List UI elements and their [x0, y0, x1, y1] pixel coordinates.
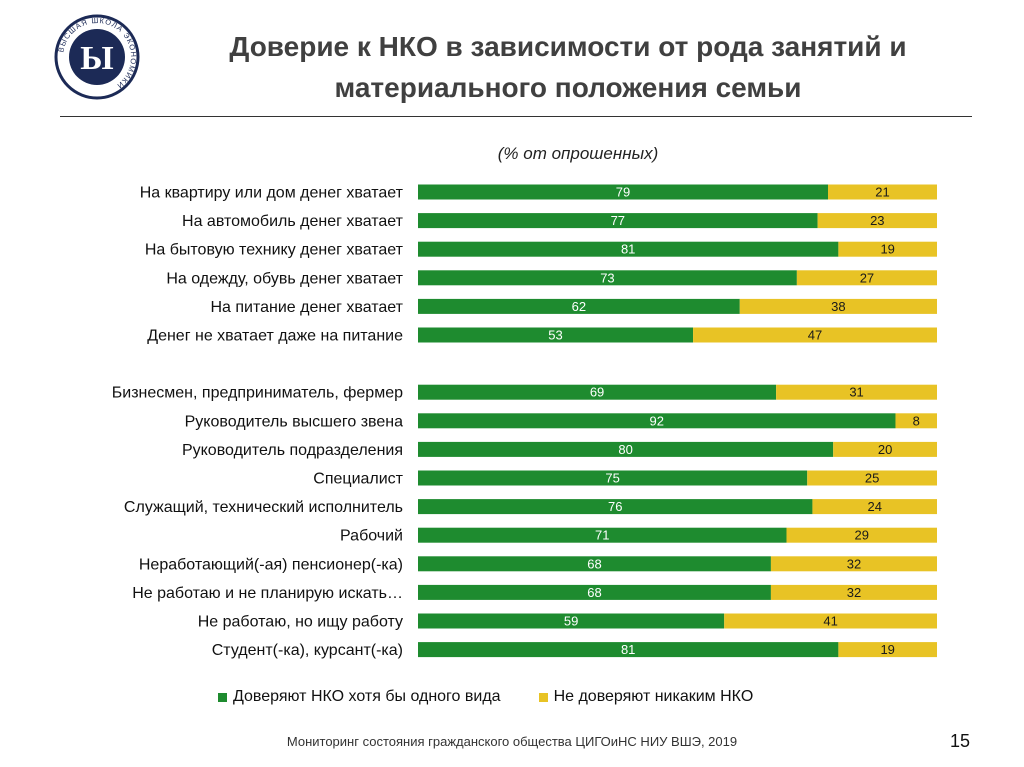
value-label-distrust: 31 [849, 385, 863, 400]
value-label-distrust: 27 [860, 270, 874, 285]
value-label-distrust: 8 [913, 413, 920, 428]
legend-item-distrust: Не доверяют никаким НКО [538, 688, 754, 706]
value-label-trust: 68 [587, 585, 601, 600]
category-label: Неработающий(-ая) пенсионер(-ка) [139, 556, 403, 573]
legend-swatch-trust [218, 692, 227, 702]
bar-distrust [786, 527, 937, 543]
hse-logo-inner-disc [69, 29, 125, 85]
stacked-bar-chart: На квартиру или дом денег хватает 79 21 На … [112, 184, 937, 659]
hse-logo-monogram: Ы [80, 40, 113, 77]
bar-trust [418, 241, 839, 257]
bar-distrust [895, 413, 937, 429]
page-title-line-2: материального положения семьи [334, 72, 802, 103]
chart-legend: Доверяют НКО хотя бы одного вида Не дове… [218, 686, 791, 708]
category-label: На автомобиль денег хватает [182, 213, 404, 230]
value-label-trust: 68 [587, 556, 601, 571]
hse-logo: ВЫСШАЯ ШКОЛА ЭКОНОМИКИ Ы [54, 14, 140, 100]
category-label: На питание денег хватает [210, 299, 403, 316]
value-label-trust: 81 [621, 242, 635, 257]
page-title-line-1: Доверие к НКО в зависимости от рода заня… [229, 31, 907, 62]
value-label-distrust: 21 [875, 185, 889, 200]
bar-distrust [807, 470, 937, 486]
bar-trust [418, 556, 771, 572]
bar-trust [418, 584, 771, 600]
value-label-distrust: 47 [808, 328, 822, 343]
category-label: На квартиру или дом денег хватает [140, 185, 404, 202]
category-label: Руководитель высшего звена [185, 413, 403, 430]
category-label: На бытовую технику денег хватает [145, 242, 404, 259]
value-label-distrust: 19 [880, 242, 894, 257]
legend-label-distrust: Не доверяют никаким НКО [553, 688, 754, 705]
bar-trust [418, 384, 777, 400]
category-label: Бизнесмен, предприниматель, фермер [112, 385, 403, 402]
bar-distrust [838, 642, 937, 658]
value-label-trust: 59 [564, 614, 578, 629]
value-label-distrust: 24 [867, 499, 881, 514]
bar-trust [418, 613, 725, 629]
category-label: Рабочий [340, 528, 403, 545]
value-label-distrust: 20 [878, 442, 892, 457]
value-label-trust: 75 [605, 471, 619, 486]
bar-distrust [828, 184, 937, 200]
page-title: Доверие к НКО в зависимости от рода заня… [160, 26, 976, 108]
bar-trust [418, 270, 797, 286]
value-label-trust: 80 [618, 442, 632, 457]
bar-distrust [817, 213, 937, 229]
value-label-distrust: 32 [847, 556, 861, 571]
bar-distrust [724, 613, 937, 629]
value-label-trust: 81 [621, 642, 635, 657]
bar-distrust [838, 241, 937, 257]
bar-trust [418, 213, 818, 229]
bar-distrust [770, 584, 937, 600]
category-label: Студент(-ка), курсант(-ка) [212, 642, 403, 659]
bar-trust [418, 441, 834, 457]
value-label-distrust: 23 [870, 213, 884, 228]
legend-label-trust: Доверяют НКО хотя бы одного вида [233, 688, 501, 705]
value-label-trust: 69 [590, 385, 604, 400]
bar-distrust [796, 270, 937, 286]
value-label-distrust: 25 [865, 471, 879, 486]
value-label-trust: 62 [572, 299, 586, 314]
category-label: Не работаю и не планирую искать… [132, 585, 403, 602]
value-label-trust: 76 [608, 499, 622, 514]
bar-distrust [770, 556, 937, 572]
bar-distrust [833, 441, 937, 457]
bar-trust [418, 499, 813, 515]
value-label-trust: 79 [616, 185, 630, 200]
value-label-trust: 73 [600, 270, 614, 285]
value-label-distrust: 38 [831, 299, 845, 314]
value-label-trust: 92 [650, 413, 664, 428]
category-label: Денег не хватает даже на питание [147, 328, 403, 345]
value-label-trust: 53 [548, 328, 562, 343]
value-label-distrust: 32 [847, 585, 861, 600]
source-footer: Мониторинг состояния гражданского общест… [286, 734, 738, 749]
bar-trust [418, 298, 740, 314]
bar-distrust [739, 298, 937, 314]
value-label-trust: 77 [611, 213, 625, 228]
category-label: На одежду, обувь денег хватает [166, 270, 403, 287]
bar-trust [418, 527, 787, 543]
category-label: Специалист [313, 471, 403, 488]
value-label-distrust: 29 [855, 528, 869, 543]
bar-distrust [776, 384, 937, 400]
category-label: Служащий, технический исполнитель [124, 499, 403, 516]
bar-distrust [812, 499, 937, 515]
bar-trust [418, 327, 694, 343]
value-label-distrust: 19 [880, 642, 894, 657]
legend-swatch-distrust [538, 692, 548, 702]
value-label-distrust: 41 [823, 614, 837, 629]
bar-distrust [693, 327, 937, 343]
chart-subtitle: (% от опрошенных) [497, 144, 659, 163]
bar-trust [418, 642, 839, 658]
value-label-trust: 71 [595, 528, 609, 543]
title-divider [60, 116, 972, 117]
legend-item-trust: Доверяют НКО хотя бы одного вида [218, 688, 501, 706]
bar-trust [418, 184, 829, 200]
category-label: Не работаю, но ищу работу [198, 614, 403, 631]
category-label: Руководитель подразделения [182, 442, 403, 459]
page-number: 15 [950, 731, 971, 751]
bar-trust [418, 470, 808, 486]
bar-trust [418, 413, 896, 429]
